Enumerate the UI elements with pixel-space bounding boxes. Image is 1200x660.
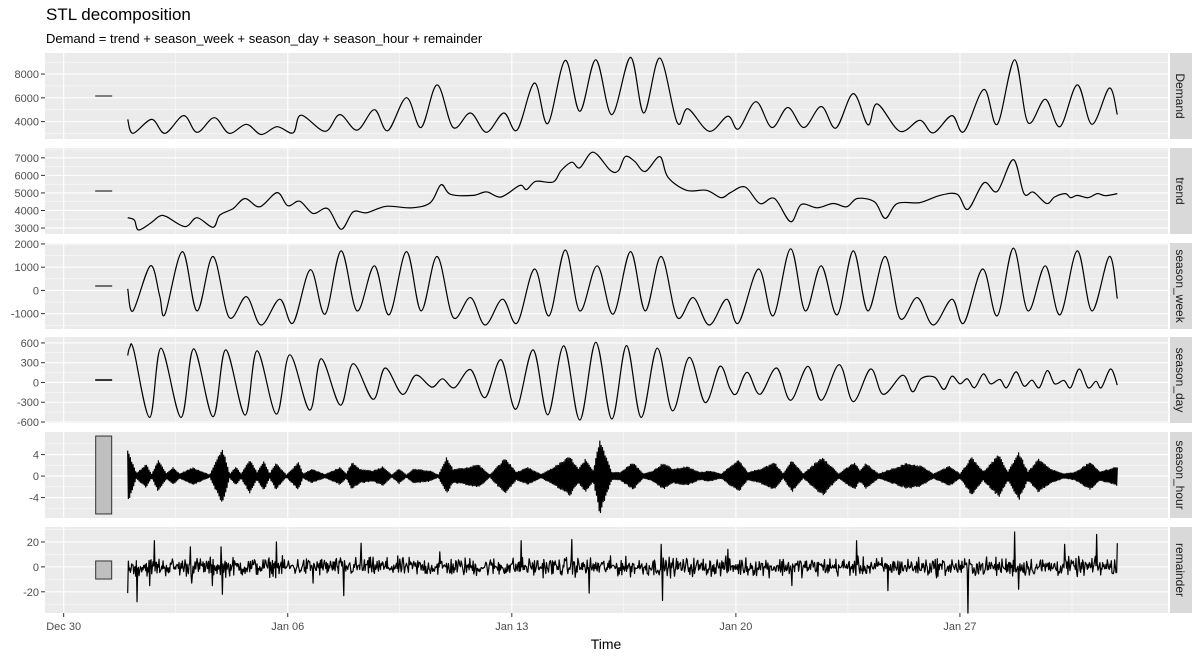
- strip-background: [1170, 527, 1192, 613]
- y-tick-label: 0: [33, 285, 39, 297]
- panel-season-day: -600 -300 0 300 600 season_day: [17, 337, 1192, 429]
- y-tick-label: -4: [29, 493, 39, 505]
- y-tick-label: 0: [33, 562, 39, 574]
- scale-bar: [95, 379, 113, 381]
- panel-season-hour: -4 0 4 season_hour: [29, 432, 1192, 518]
- x-tick-label: Jan 20: [719, 621, 752, 633]
- panel-background: [45, 337, 1168, 423]
- strip-label: trend: [1173, 177, 1187, 204]
- y-tick-label: -300: [17, 397, 39, 409]
- panel-background: [45, 148, 1168, 234]
- strip-background: [1170, 432, 1192, 518]
- strip-background: [1170, 337, 1192, 423]
- y-tick-label: 300: [21, 358, 39, 370]
- series-line-season-day: [127, 341, 1118, 421]
- y-tick-label: 1000: [15, 262, 39, 274]
- x-tick-label: Dec 30: [46, 621, 81, 633]
- y-tick-label: -20: [23, 587, 39, 599]
- panel-season-week: -1000 0 1000 2000 season_week: [11, 239, 1192, 329]
- chart-subtitle: Demand = trend + season_week + season_da…: [46, 31, 483, 46]
- strip-label: remainder: [1173, 543, 1187, 597]
- x-tick-label: Jan 06: [271, 621, 304, 633]
- series-line-remainder: [127, 531, 1118, 614]
- y-tick-label: 20: [27, 537, 39, 549]
- series-line-demand: [127, 56, 1118, 136]
- panel-background: [45, 243, 1168, 329]
- y-tick-label: 0: [33, 377, 39, 389]
- y-tick-label: 4000: [15, 117, 39, 129]
- series-line-season-hour: [127, 440, 1118, 514]
- x-axis-label: Time: [591, 636, 622, 652]
- series-line-season-week: [127, 247, 1118, 326]
- scale-bar: [95, 435, 113, 515]
- y-tick-label: 0: [33, 471, 39, 483]
- panel-remainder: -20 0 20 remainder: [23, 527, 1192, 614]
- panel-background: [45, 53, 1168, 139]
- y-tick-label: 4000: [15, 205, 39, 217]
- y-tick-label: 2000: [15, 239, 39, 251]
- x-tick-label: Jan 13: [495, 621, 528, 633]
- y-tick-label: 6000: [15, 170, 39, 182]
- y-tick-label: 8000: [15, 69, 39, 81]
- panel-demand: 4000 6000 8000 Demand: [15, 53, 1192, 139]
- y-tick-label: 600: [21, 338, 39, 350]
- y-tick-label: -600: [17, 417, 39, 429]
- strip-label: season_day: [1173, 348, 1187, 413]
- x-axis: Dec 30 Jan 06 Jan 13 Jan 20 Jan 27: [46, 613, 976, 633]
- series-line-trend: [127, 151, 1118, 231]
- y-tick-label: 7000: [15, 153, 39, 165]
- strip-background: [1170, 53, 1192, 139]
- strip-background: [1170, 148, 1192, 234]
- y-tick-label: 5000: [15, 188, 39, 200]
- y-tick-label: 3000: [15, 223, 39, 235]
- strip-label: season_hour: [1173, 440, 1187, 509]
- strip-label: Demand: [1173, 73, 1187, 118]
- strip-background: [1170, 243, 1192, 329]
- scale-bar: [95, 560, 113, 580]
- y-tick-label: 6000: [15, 93, 39, 105]
- x-tick-label: Jan 27: [943, 621, 976, 633]
- panel-trend: 3000 4000 5000 6000 7000 trend: [15, 148, 1192, 235]
- y-tick-label: -1000: [11, 309, 39, 321]
- y-tick-label: 4: [33, 450, 39, 462]
- strip-label: season_week: [1173, 249, 1187, 323]
- chart-title: STL decomposition: [46, 5, 191, 24]
